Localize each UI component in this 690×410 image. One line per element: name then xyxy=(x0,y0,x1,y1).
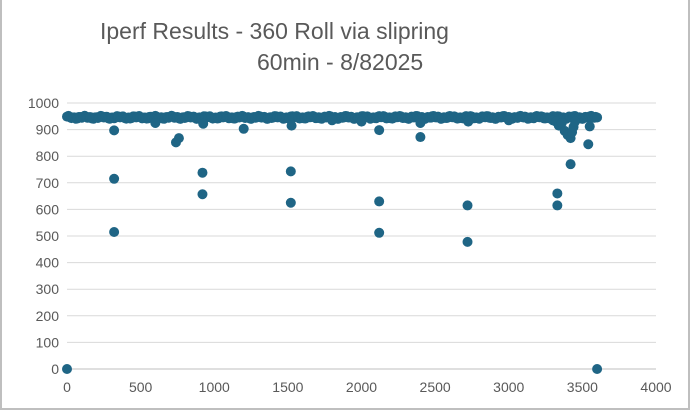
x-tick-label: 3500 xyxy=(567,379,598,395)
data-point xyxy=(374,227,385,238)
data-points xyxy=(62,110,603,374)
x-tick-label: 500 xyxy=(129,379,153,395)
y-tick-label: 200 xyxy=(36,308,60,324)
chart-title-line-2: 60min - 8/82025 xyxy=(257,49,424,75)
x-tick-label: 1000 xyxy=(199,379,230,395)
data-point xyxy=(592,364,603,374)
data-point xyxy=(198,118,209,129)
x-tick-label: 3000 xyxy=(493,379,524,395)
data-point xyxy=(592,112,603,123)
data-point xyxy=(583,139,594,150)
y-tick-label: 800 xyxy=(36,148,60,164)
x-axis-ticks: 0 500 1000 1500 2000 2500 3000 3500 4000 xyxy=(63,379,672,395)
y-tick-label: 700 xyxy=(36,175,60,191)
x-tick-label: 2500 xyxy=(420,379,451,395)
x-tick-label: 1500 xyxy=(272,379,303,395)
y-tick-label: 0 xyxy=(51,361,59,377)
data-point xyxy=(556,117,567,128)
data-point xyxy=(173,133,184,144)
data-point xyxy=(570,116,581,127)
data-point xyxy=(109,125,120,136)
data-point xyxy=(584,121,595,132)
data-point xyxy=(415,117,426,128)
data-point xyxy=(374,196,385,207)
y-tick-label: 500 xyxy=(36,228,60,244)
data-point xyxy=(462,200,473,211)
data-point xyxy=(327,115,338,126)
y-tick-label: 600 xyxy=(36,201,60,217)
data-point xyxy=(109,227,120,238)
y-tick-label: 100 xyxy=(36,334,60,350)
y-axis-ticks: 0 100 200 300 400 500 600 700 800 900 1000 xyxy=(28,95,59,377)
data-point xyxy=(552,200,563,211)
data-point xyxy=(285,197,296,208)
gridlines xyxy=(67,102,656,370)
data-point xyxy=(285,166,296,177)
y-tick-label: 1000 xyxy=(28,95,59,111)
x-tick-label: 2000 xyxy=(346,379,377,395)
data-point xyxy=(109,173,120,184)
data-point xyxy=(62,364,72,374)
data-point xyxy=(463,116,474,127)
data-point xyxy=(462,236,473,247)
data-point xyxy=(238,123,249,134)
data-point xyxy=(286,120,297,131)
y-tick-label: 300 xyxy=(36,281,60,297)
data-point xyxy=(552,188,563,199)
data-point xyxy=(197,189,208,200)
data-point xyxy=(197,167,208,178)
x-tick-label: 4000 xyxy=(640,379,671,395)
data-point xyxy=(150,117,161,128)
data-point xyxy=(356,116,367,127)
chart-title-line-1: Iperf Results - 360 Roll via slipring xyxy=(100,18,449,44)
y-tick-label: 400 xyxy=(36,255,60,271)
y-tick-label: 900 xyxy=(36,122,60,138)
x-tick-label: 0 xyxy=(63,379,71,395)
data-point xyxy=(374,125,385,136)
data-point xyxy=(415,132,426,143)
data-point xyxy=(503,115,514,126)
data-point xyxy=(565,159,576,170)
